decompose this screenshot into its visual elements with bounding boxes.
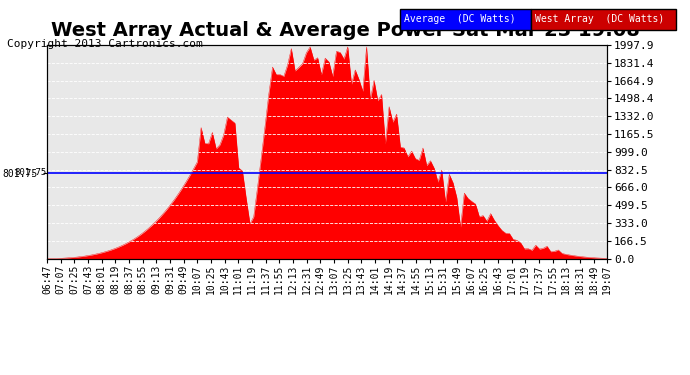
Text: Average  (DC Watts): Average (DC Watts) (404, 14, 515, 24)
Text: West Array  (DC Watts): West Array (DC Watts) (535, 14, 664, 24)
Text: 801.75: 801.75 (14, 168, 47, 177)
Text: West Array Actual & Average Power Sat Mar 23 19:08: West Array Actual & Average Power Sat Ma… (50, 21, 640, 40)
Text: Copyright 2013 Cartronics.com: Copyright 2013 Cartronics.com (7, 39, 203, 50)
